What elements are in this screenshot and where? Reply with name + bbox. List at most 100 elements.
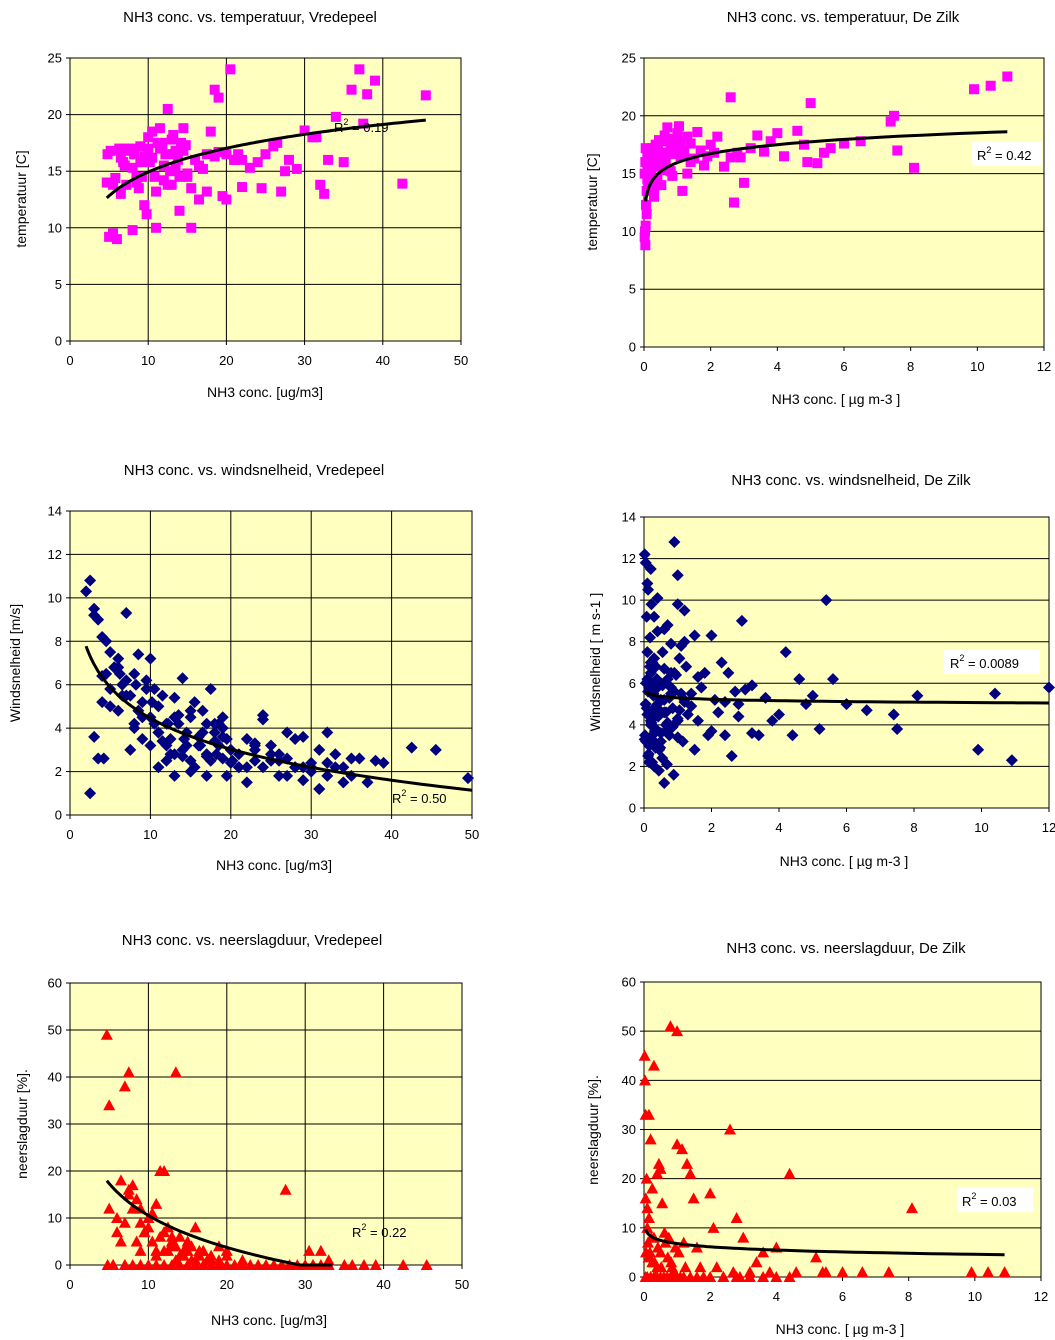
y-tick-label: 20 [48, 107, 62, 122]
data-point [256, 761, 269, 774]
data-point [642, 1212, 655, 1223]
data-point [982, 1266, 995, 1278]
data-point [220, 769, 233, 782]
data-point [640, 735, 653, 748]
data-point [909, 162, 919, 173]
data-points [100, 1028, 433, 1270]
y-tick-label: 6 [55, 677, 62, 692]
y-tick-label: 10 [48, 1211, 62, 1226]
data-point [429, 743, 442, 756]
data-point [280, 166, 291, 177]
data-point [730, 1271, 743, 1282]
data-point [722, 666, 735, 679]
y-tick-label: 4 [629, 717, 636, 732]
plot-area [69, 510, 473, 816]
data-point [725, 92, 736, 103]
data-point [670, 668, 683, 681]
data-point [766, 714, 779, 727]
chart-wind-dezilk: NH3 conc. vs. windsnelheid, De Zilk 0 2 4 6… [587, 472, 1055, 869]
data-point [891, 723, 904, 736]
data-point [275, 1259, 288, 1270]
x-tick-label: 8 [907, 359, 914, 374]
data-point [112, 704, 125, 717]
data-point [644, 562, 657, 575]
data-point [127, 225, 138, 236]
r-squared-label: R2 = 0.03 [962, 1191, 1017, 1209]
data-point [679, 145, 689, 156]
y-tick-label: 4 [55, 721, 62, 736]
y-tick-label: 50 [622, 1024, 636, 1039]
data-point [216, 722, 229, 735]
data-point [361, 776, 374, 789]
y-tick-label: 0 [55, 808, 62, 823]
data-point [162, 103, 173, 114]
data-point [111, 234, 122, 245]
y-tick-label: 14 [622, 510, 636, 525]
x-tick-label: 12 [1037, 359, 1051, 374]
data-point [108, 179, 119, 190]
data-point [150, 1249, 163, 1261]
data-point [189, 1254, 202, 1266]
data-point [729, 197, 739, 208]
x-tick-labels: 0 10 20 30 40 50 [66, 1265, 469, 1292]
trend-line [84, 645, 473, 792]
data-point [129, 149, 140, 160]
data-point [148, 683, 161, 696]
y-tick-label: 20 [48, 1164, 62, 1179]
gridlines [644, 1030, 1041, 1229]
data-point [252, 1259, 265, 1270]
x-tick-label: 4 [773, 1289, 780, 1304]
data-point [813, 723, 826, 736]
data-point [695, 145, 706, 156]
data-point [157, 137, 168, 148]
y-tick-labels: 0 2 4 6 8 10 12 14 [48, 504, 70, 823]
data-point [806, 689, 819, 702]
x-tick-label: 0 [66, 827, 73, 842]
data-point [140, 674, 153, 687]
data-point [200, 769, 213, 782]
data-point [665, 139, 676, 150]
data-point [765, 136, 776, 147]
data-point [685, 157, 696, 168]
data-point [639, 168, 650, 179]
data-point [972, 743, 985, 756]
data-point [651, 1241, 664, 1253]
data-point [134, 1216, 147, 1228]
data-point [656, 1197, 669, 1209]
data-point [672, 1246, 685, 1258]
data-point [204, 683, 217, 696]
data-point [279, 1183, 292, 1195]
data-point [119, 143, 130, 154]
data-point [115, 188, 126, 199]
data-point [127, 162, 138, 173]
data-point [671, 1138, 684, 1150]
data-point [113, 667, 126, 680]
data-point [100, 635, 113, 648]
data-point [1005, 754, 1018, 767]
x-tick-label: 30 [297, 353, 311, 368]
x-tick-label: 50 [465, 827, 479, 842]
data-point [252, 157, 263, 168]
y-tick-label: 60 [48, 976, 62, 991]
y-tick-label: 25 [48, 51, 62, 66]
chart-temp-vredepeel: NH3 conc. vs. temperatuur, Vredepeel 0 5 1… [13, 9, 468, 400]
data-point [712, 706, 725, 719]
data-point [729, 685, 742, 698]
x-axis-label: NH3 conc. [ug/m3] [216, 857, 332, 873]
data-point [303, 1244, 316, 1256]
data-point [330, 111, 341, 122]
data-point [129, 678, 142, 691]
data-point [640, 220, 651, 231]
data-point [140, 683, 153, 696]
data-point [170, 162, 181, 173]
plot-area [643, 57, 1045, 348]
data-point [221, 149, 232, 160]
data-point [362, 89, 373, 100]
data-point [641, 199, 651, 210]
x-tick-label: 8 [910, 820, 917, 835]
y-axis-label: Windsnelheid [m/s] [7, 604, 23, 722]
data-point [704, 1187, 717, 1199]
data-point [168, 691, 181, 704]
data-point [146, 696, 159, 709]
data-point [724, 1123, 737, 1135]
